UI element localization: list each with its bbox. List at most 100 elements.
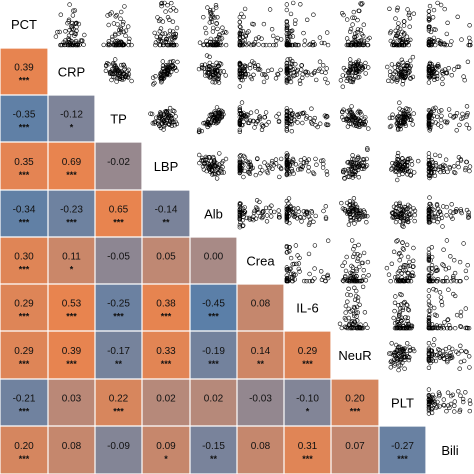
scatter-panel xyxy=(237,48,284,95)
scatter-point xyxy=(205,5,210,10)
scatter-panel xyxy=(331,0,379,48)
scatter-point xyxy=(153,74,158,79)
scatter-point xyxy=(215,15,220,20)
scatter-point xyxy=(437,290,443,295)
scatter-point xyxy=(304,160,309,166)
scatter-point xyxy=(241,223,246,228)
scatter-point xyxy=(80,38,85,43)
scatter-point xyxy=(402,69,407,74)
scatter-point xyxy=(250,165,256,171)
scatter-point xyxy=(118,30,123,35)
scatter-point xyxy=(438,117,444,123)
scatter-point xyxy=(219,36,225,41)
scatter-point xyxy=(155,15,160,20)
scatter-point xyxy=(467,398,473,403)
scatter-point xyxy=(73,20,79,26)
scatter-point xyxy=(199,158,204,163)
scatter-point xyxy=(404,34,410,39)
correlation-cell-fill xyxy=(0,95,48,142)
scatter-point xyxy=(271,33,276,39)
correlation-value: 0.00 xyxy=(204,252,224,263)
scatter-point xyxy=(319,269,324,274)
scatter-point xyxy=(354,304,360,310)
correlation-value: 0.33 xyxy=(156,346,176,357)
scatter-point xyxy=(435,279,440,284)
scatter-point xyxy=(237,129,243,135)
scatter-point xyxy=(105,13,110,18)
scatter-point xyxy=(435,206,441,212)
scatter-point xyxy=(113,14,118,19)
scatter-point xyxy=(297,78,303,83)
scatter-point xyxy=(159,73,164,78)
scatter-point xyxy=(174,42,179,48)
scatter-point xyxy=(267,7,273,12)
scatter-point xyxy=(441,397,446,402)
scatter-point xyxy=(426,70,432,75)
scatter-point xyxy=(389,261,394,266)
scatter-point xyxy=(297,214,303,220)
significance-stars: *** xyxy=(19,407,30,417)
scatter-point xyxy=(349,166,355,172)
scatter-point xyxy=(284,7,289,13)
diagonal-cell xyxy=(190,190,237,237)
scatter-point xyxy=(247,215,252,221)
scatter-point xyxy=(210,69,215,75)
correlation-value: 0.20 xyxy=(345,394,365,405)
scatter-point xyxy=(244,215,249,221)
scatter-panel xyxy=(331,237,379,284)
scatter-point xyxy=(275,35,280,41)
scatter-point xyxy=(452,270,458,276)
scatter-point xyxy=(81,42,86,47)
scatter-point xyxy=(390,210,395,215)
scatter-point xyxy=(352,285,357,290)
scatter-point xyxy=(350,172,355,178)
scatter-point xyxy=(269,158,275,164)
correlation-cell-fill xyxy=(331,426,379,474)
scatter-panel xyxy=(426,95,474,142)
correlation-cell-fill xyxy=(0,237,48,284)
scatter-point xyxy=(459,37,464,42)
scatter-point xyxy=(197,127,202,133)
scatter-point xyxy=(445,119,450,125)
scatter-point xyxy=(284,22,289,28)
scatter-point xyxy=(237,127,243,133)
scatter-point xyxy=(432,166,437,171)
correlation-cell: 0.07 xyxy=(331,426,379,474)
scatter-point xyxy=(405,307,411,312)
scatter-point xyxy=(396,21,401,26)
scatter-point xyxy=(346,115,352,120)
scatter-point xyxy=(345,17,350,22)
scatter-point xyxy=(426,122,432,128)
correlation-value: 0.65 xyxy=(109,205,129,216)
scatter-point xyxy=(407,212,412,218)
correlation-cell-fill xyxy=(284,426,331,474)
scatter-point xyxy=(444,204,449,210)
scatter-point xyxy=(284,128,289,133)
scatter-point xyxy=(433,105,438,111)
scatter-point xyxy=(426,16,432,21)
correlation-cell-fill xyxy=(95,284,142,331)
scatter-point xyxy=(359,2,364,7)
scatter-point xyxy=(412,208,418,214)
scatter-point xyxy=(401,19,407,24)
scatter-point xyxy=(288,255,294,261)
scatter-point xyxy=(324,66,329,71)
scatter-point xyxy=(431,35,437,41)
scatter-point xyxy=(111,42,116,48)
scatter-point xyxy=(156,118,161,124)
scatter-point xyxy=(448,356,453,361)
scatter-point xyxy=(72,33,77,38)
scatter-point xyxy=(433,215,438,220)
scatter-point xyxy=(437,109,442,114)
correlation-cell-fill xyxy=(331,379,379,426)
scatter-point xyxy=(203,30,209,36)
scatter-point xyxy=(200,65,205,70)
scatter-point xyxy=(451,164,457,169)
scatter-point xyxy=(402,351,407,357)
scatter-point xyxy=(212,80,218,85)
scatter-point xyxy=(237,84,243,89)
scatter-point xyxy=(284,166,289,171)
scatter-point xyxy=(285,69,290,74)
scatter-point xyxy=(365,325,370,330)
scatter-point xyxy=(55,29,60,35)
